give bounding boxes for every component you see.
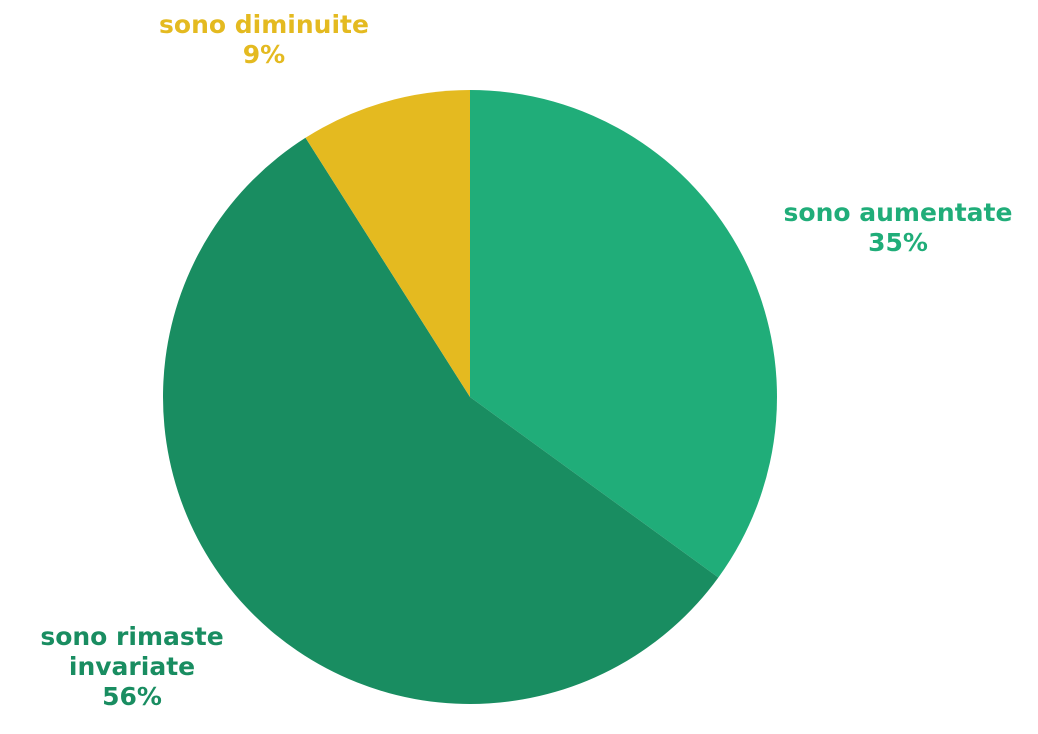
pie-slices (163, 90, 778, 704)
pie-slice-2 (163, 137, 719, 704)
slice-value-label: 56% (102, 682, 162, 711)
pie-slice-1 (470, 90, 778, 578)
slice-label-text: sono aumentate (783, 198, 1013, 227)
slice-label-invariate: sono rimaste invariate 56% (0, 622, 264, 712)
slice-value-label: 9% (242, 40, 286, 69)
slice-label-text-line-2: invariate (68, 652, 196, 681)
slice-value-label: 35% (868, 228, 928, 257)
slice-label-diminuite: sono diminuite 9% (128, 10, 400, 70)
pie-slice-3 (305, 90, 470, 397)
slice-label-aumentate: sono aumentate 35% (760, 198, 1036, 258)
slice-label-text-line-1: sono rimaste (40, 622, 224, 651)
slice-label-text: sono diminuite (159, 10, 369, 39)
